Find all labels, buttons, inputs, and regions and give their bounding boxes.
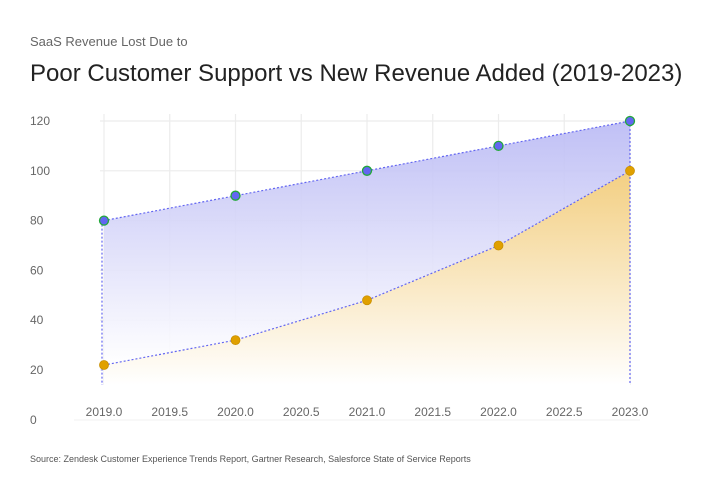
line-revenue-lost <box>103 170 631 366</box>
point-new-revenue <box>361 165 373 176</box>
x-tick-label: 2019.0 <box>86 405 123 419</box>
chart-subtitle: SaaS Revenue Lost Due to <box>30 34 188 49</box>
area-new-revenue <box>104 121 630 366</box>
point-revenue-lost <box>362 295 372 306</box>
x-tick-label: 2020.5 <box>283 405 320 419</box>
y-tick-label: 20 <box>30 363 44 377</box>
point-new-revenue <box>98 215 110 226</box>
line-new-revenue <box>103 120 631 222</box>
point-new-revenue <box>493 140 504 152</box>
x-tick-label: 2022.0 <box>480 405 517 419</box>
point-revenue-lost <box>625 165 635 176</box>
x-tick-label: 2019.5 <box>151 405 188 419</box>
x-tick-label: 2021.0 <box>349 405 386 419</box>
point-new-revenue <box>624 115 636 127</box>
x-tick-label: 2021.5 <box>414 405 451 419</box>
y-tick-label: 40 <box>30 313 44 327</box>
y-tick-label: 60 <box>30 263 44 277</box>
x-tick-label: 2023.0 <box>612 405 649 419</box>
point-revenue-lost <box>230 335 241 346</box>
chart-title: Poor Customer Support vs New Revenue Add… <box>30 60 683 87</box>
y-tick-label: 100 <box>30 164 50 178</box>
point-new-revenue <box>230 190 241 201</box>
point-revenue-lost <box>99 360 109 370</box>
y-tick-label: 80 <box>30 214 44 228</box>
x-tick-label: 2020.0 <box>217 405 254 419</box>
y-tick-label: 120 <box>30 114 50 128</box>
x-tick-label: 2022.5 <box>546 405 583 419</box>
point-revenue-lost <box>493 240 504 251</box>
area-revenue-lost <box>104 170 630 385</box>
y-tick-label: 0 <box>30 413 37 427</box>
source-note: Source: Zendesk Customer Experience Tren… <box>30 454 471 464</box>
